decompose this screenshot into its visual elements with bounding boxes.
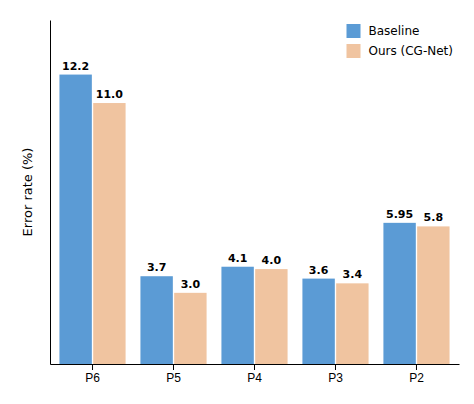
- bar: [336, 283, 368, 364]
- legend-item: Baseline: [347, 24, 420, 38]
- x-tick-label: P4: [247, 371, 262, 385]
- x-tick: P2: [409, 364, 424, 385]
- x-tick: P5: [166, 364, 181, 385]
- bar: [221, 267, 253, 364]
- x-tick-mark: [92, 364, 93, 370]
- bar: [302, 279, 334, 364]
- data-label: 3.7: [147, 261, 167, 274]
- x-tick-label: P5: [166, 371, 181, 385]
- x-tick-label: P3: [328, 371, 343, 385]
- data-label: 3.4: [343, 268, 363, 281]
- data-label: 5.8: [424, 211, 444, 224]
- y-axis: [50, 21, 51, 365]
- x-tick-mark: [416, 364, 417, 370]
- data-label: 3.0: [181, 278, 201, 291]
- x-tick-label: P6: [85, 371, 100, 385]
- bar: [383, 223, 415, 364]
- chart: 12.23.74.13.65.9511.03.04.03.45.8P6P5P4P…: [0, 0, 474, 404]
- x-tick: P3: [328, 364, 343, 385]
- x-tick: P6: [85, 364, 100, 385]
- data-label: 11.0: [96, 88, 123, 101]
- y-axis-line: [50, 21, 51, 365]
- x-tick: P4: [247, 364, 262, 385]
- series: [93, 103, 449, 364]
- bar: [93, 103, 125, 364]
- data-label: 4.1: [228, 252, 248, 265]
- data-label: 12.2: [62, 60, 89, 73]
- data-labels: 12.2 3.7 4.1 3.6 5.95 11.0 3.0 4.0 3.4 5.8: [62, 60, 443, 291]
- bar: [417, 226, 449, 364]
- x-tick-mark: [335, 364, 336, 370]
- bar: [174, 293, 206, 364]
- legend-swatch: [347, 24, 361, 38]
- bar: [59, 75, 91, 364]
- series: [59, 75, 415, 364]
- y-axis-title: Error rate (%): [20, 148, 35, 237]
- legend-swatch: [347, 44, 361, 58]
- x-axis: P6 P5 P4 P3 P2: [51, 364, 460, 385]
- x-tick-label: P2: [409, 371, 424, 385]
- legend: Baseline Ours (CG-Net): [347, 24, 454, 58]
- bar: [140, 276, 172, 364]
- x-tick-mark: [254, 364, 255, 370]
- legend-label: Baseline: [369, 24, 420, 38]
- plot: 12.23.74.13.65.9511.03.04.03.45.8P6P5P4P…: [51, 21, 460, 385]
- legend-item: Ours (CG-Net): [347, 44, 454, 58]
- data-label: 3.6: [309, 264, 329, 277]
- bars: [59, 75, 449, 364]
- legend-label: Ours (CG-Net): [369, 44, 454, 58]
- x-tick-mark: [173, 364, 174, 370]
- data-label: 4.0: [262, 254, 282, 267]
- bar: [255, 269, 287, 364]
- data-label: 5.95: [386, 208, 413, 221]
